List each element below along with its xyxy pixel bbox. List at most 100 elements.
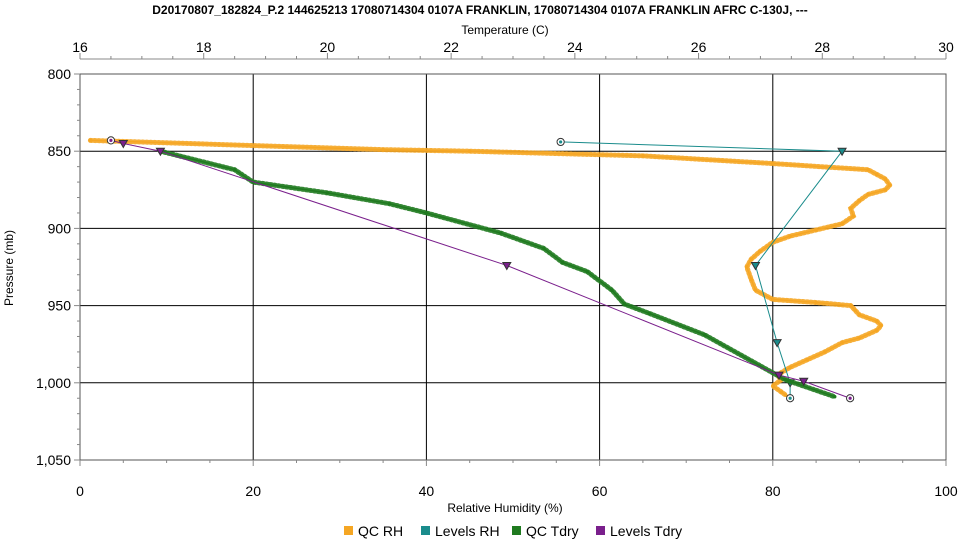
legend-swatch: [421, 526, 430, 535]
data-point: [848, 303, 853, 308]
bottom-axis-tick-label: 0: [76, 483, 84, 499]
data-point: [750, 261, 761, 271]
data-point: [840, 340, 844, 345]
data-point: [749, 257, 753, 262]
bottom-axis-tick-label: 40: [419, 483, 435, 499]
y-axis-tick-label: 900: [48, 220, 72, 236]
data-point: [783, 377, 787, 382]
data-point: [879, 323, 883, 328]
data-point: [325, 191, 330, 195]
chart-title: D20170807_182824_P.2 144625213 170807143…: [152, 3, 808, 17]
data-point: [840, 221, 844, 226]
data-point: [866, 167, 870, 172]
data-point: [779, 390, 784, 394]
data-point: [851, 214, 856, 218]
top-axis-tick-label: 26: [691, 39, 707, 55]
top-axis-tick-label: 18: [196, 39, 212, 55]
top-axis-tick-label: 20: [320, 39, 336, 55]
data-point-center: [109, 138, 113, 142]
plot-background: [80, 74, 946, 460]
data-point: [853, 308, 857, 313]
data-point: [837, 147, 847, 157]
top-axis-tick-label: 24: [567, 39, 583, 55]
data-point: [118, 139, 129, 149]
data-point: [749, 277, 753, 282]
legend-label: Levels RH: [435, 523, 500, 539]
top-axis-tick-label: 30: [938, 39, 954, 55]
data-point: [857, 336, 862, 340]
data-point: [866, 192, 870, 197]
data-point: [814, 300, 818, 305]
data-point: [857, 198, 862, 203]
data-point: [585, 269, 590, 274]
data-point: [610, 288, 614, 292]
data-point: [874, 328, 879, 333]
data-point: [887, 183, 892, 187]
series-markers-qc-tdry: [157, 148, 838, 400]
data-point: [381, 147, 385, 152]
data-point: [560, 260, 565, 265]
top-axis-tick-label: 16: [72, 39, 88, 55]
bottom-axis-tick-label: 80: [765, 483, 781, 499]
data-point: [788, 365, 792, 370]
data-point: [542, 246, 546, 251]
data-point: [771, 384, 775, 388]
data-point: [155, 147, 166, 157]
data-point: [883, 177, 888, 181]
data-point-center: [788, 396, 792, 400]
series-levels-tdry: [106, 136, 855, 403]
y-axis-label: Pressure (mb): [2, 230, 16, 306]
data-point: [232, 167, 237, 172]
data-point: [424, 211, 429, 215]
data-point: [501, 261, 512, 271]
legend: QC RH Levels RH QC Tdry Levels Tdry: [344, 523, 682, 539]
data-point: [745, 265, 749, 269]
legend-label: QC RH: [358, 523, 403, 539]
plot-area: 16 18 20 22 24 26 28 30 0 20 40 60 80 100 800 850 900 950…: [36, 39, 958, 499]
y-axis-tick-label: 850: [48, 143, 72, 159]
data-point: [874, 172, 879, 177]
data-point: [641, 154, 645, 158]
legend-swatch: [596, 526, 605, 535]
top-axis-label: Temperature (C): [461, 23, 548, 37]
data-point: [798, 377, 809, 387]
data-point: [857, 313, 862, 317]
top-axis-tick-label: 22: [443, 39, 459, 55]
data-point: [814, 228, 818, 232]
legend-label: Levels Tdry: [610, 523, 682, 539]
data-point: [622, 302, 627, 306]
data-point-center: [848, 396, 852, 400]
data-point: [467, 149, 472, 153]
data-point: [647, 311, 651, 316]
y-axis-tick-label: 1,000: [36, 375, 71, 391]
data-point: [88, 138, 93, 143]
data-point: [805, 357, 810, 362]
top-axis-tick-label: 28: [814, 39, 830, 55]
data-point: [498, 231, 503, 235]
bottom-axis-tick-label: 100: [934, 483, 958, 499]
data-point: [771, 161, 775, 166]
data-point: [758, 249, 762, 254]
data-point: [702, 333, 707, 337]
data-point: [874, 319, 879, 323]
data-point: [848, 206, 853, 211]
data-point: [753, 288, 758, 292]
data-point: [832, 394, 837, 399]
bottom-axis-tick-label: 20: [245, 483, 261, 499]
data-point: [772, 339, 782, 348]
legend-swatch: [512, 526, 521, 535]
data-point: [788, 234, 792, 238]
data-point: [771, 297, 775, 302]
y-axis-tick-label: 950: [48, 298, 72, 314]
data-point-center: [559, 140, 563, 144]
y-axis-tick-label: 800: [48, 66, 72, 82]
data-point: [387, 201, 392, 206]
legend-label: QC Tdry: [526, 523, 579, 539]
data-point: [883, 188, 888, 192]
data-point: [822, 350, 827, 354]
bottom-axis-label: Relative Humidity (%): [447, 501, 562, 515]
data-point: [774, 371, 784, 381]
bottom-axis-tick-label: 60: [592, 483, 608, 499]
legend-swatch: [344, 526, 353, 535]
